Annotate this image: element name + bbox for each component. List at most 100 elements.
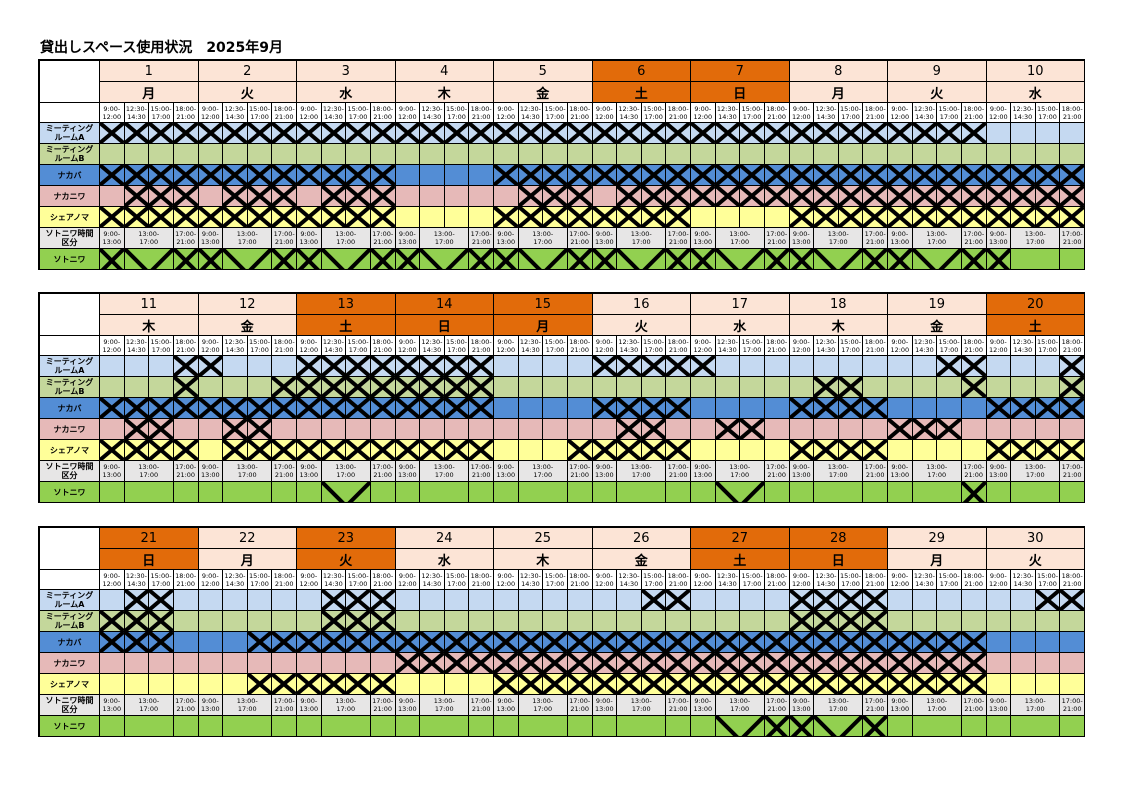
booked-slot-cell[interactable]: [789, 186, 815, 207]
free-slot-cell[interactable]: [346, 144, 371, 165]
booked-slot-cell[interactable]: [1060, 356, 1085, 377]
free-slot-cell[interactable]: [297, 186, 322, 207]
free-slot-cell[interactable]: [100, 186, 125, 207]
free-slot-cell[interactable]: [1035, 377, 1061, 398]
booked-slot-cell[interactable]: [912, 632, 938, 653]
booked-slot-cell[interactable]: [297, 207, 322, 228]
free-slot-cell[interactable]: [888, 144, 913, 165]
booked-slot-cell[interactable]: [863, 674, 888, 695]
sotoniwa-free-cell[interactable]: [1011, 716, 1061, 737]
free-slot-cell[interactable]: [1035, 123, 1061, 144]
booked-slot-cell[interactable]: [888, 165, 913, 186]
booked-slot-cell[interactable]: [764, 165, 790, 186]
booked-slot-cell[interactable]: [617, 123, 642, 144]
free-slot-cell[interactable]: [1011, 356, 1036, 377]
booked-slot-cell[interactable]: [814, 123, 839, 144]
booked-slot-cell[interactable]: [272, 165, 297, 186]
booked-slot-cell[interactable]: [937, 186, 962, 207]
booked-slot-cell[interactable]: [789, 674, 815, 695]
booked-slot-cell[interactable]: [198, 123, 224, 144]
free-slot-cell[interactable]: [173, 632, 199, 653]
free-slot-cell[interactable]: [567, 377, 593, 398]
booked-slot-cell[interactable]: [814, 653, 839, 674]
booked-slot-cell[interactable]: [124, 207, 150, 228]
free-slot-cell[interactable]: [198, 440, 224, 461]
free-slot-cell[interactable]: [986, 419, 1012, 440]
booked-slot-cell[interactable]: [346, 207, 371, 228]
sotoniwa-booked-cell[interactable]: [888, 249, 913, 270]
booked-slot-cell[interactable]: [666, 674, 691, 695]
booked-slot-cell[interactable]: [912, 653, 938, 674]
sotoniwa-booked-cell[interactable]: [863, 716, 888, 737]
sotoniwa-free-cell[interactable]: [395, 716, 421, 737]
booked-slot-cell[interactable]: [124, 632, 150, 653]
free-slot-cell[interactable]: [789, 356, 815, 377]
booked-slot-cell[interactable]: [691, 674, 716, 695]
free-slot-cell[interactable]: [494, 419, 519, 440]
booked-slot-cell[interactable]: [863, 186, 888, 207]
free-slot-cell[interactable]: [961, 398, 987, 419]
booked-slot-cell[interactable]: [124, 611, 150, 632]
booked-slot-cell[interactable]: [764, 653, 790, 674]
sotoniwa-free-cell[interactable]: [223, 716, 273, 737]
sotoniwa-booked-cell[interactable]: [223, 249, 273, 270]
booked-slot-cell[interactable]: [986, 440, 1012, 461]
booked-slot-cell[interactable]: [346, 440, 371, 461]
booked-slot-cell[interactable]: [173, 440, 199, 461]
free-slot-cell[interactable]: [814, 419, 839, 440]
booked-slot-cell[interactable]: [370, 377, 396, 398]
booked-slot-cell[interactable]: [543, 674, 568, 695]
free-slot-cell[interactable]: [494, 144, 519, 165]
free-slot-cell[interactable]: [764, 611, 790, 632]
booked-slot-cell[interactable]: [518, 207, 544, 228]
free-slot-cell[interactable]: [518, 590, 544, 611]
sotoniwa-free-cell[interactable]: [469, 716, 494, 737]
free-slot-cell[interactable]: [715, 377, 741, 398]
sotoniwa-free-cell[interactable]: [321, 716, 371, 737]
booked-slot-cell[interactable]: [494, 165, 519, 186]
booked-slot-cell[interactable]: [592, 398, 618, 419]
booked-slot-cell[interactable]: [469, 398, 494, 419]
free-slot-cell[interactable]: [518, 144, 544, 165]
free-slot-cell[interactable]: [691, 611, 716, 632]
booked-slot-cell[interactable]: [124, 398, 150, 419]
booked-slot-cell[interactable]: [124, 419, 150, 440]
booked-slot-cell[interactable]: [863, 398, 888, 419]
booked-slot-cell[interactable]: [912, 123, 938, 144]
booked-slot-cell[interactable]: [764, 123, 790, 144]
booked-slot-cell[interactable]: [272, 377, 297, 398]
booked-slot-cell[interactable]: [346, 186, 371, 207]
free-slot-cell[interactable]: [395, 186, 421, 207]
sotoniwa-free-cell[interactable]: [100, 482, 125, 503]
booked-slot-cell[interactable]: [1011, 398, 1036, 419]
booked-slot-cell[interactable]: [592, 356, 618, 377]
free-slot-cell[interactable]: [1035, 653, 1061, 674]
booked-slot-cell[interactable]: [395, 123, 421, 144]
booked-slot-cell[interactable]: [321, 398, 347, 419]
booked-slot-cell[interactable]: [494, 653, 519, 674]
free-slot-cell[interactable]: [641, 144, 667, 165]
booked-slot-cell[interactable]: [789, 653, 815, 674]
booked-slot-cell[interactable]: [124, 590, 150, 611]
booked-slot-cell[interactable]: [937, 653, 962, 674]
booked-slot-cell[interactable]: [247, 165, 273, 186]
sotoniwa-free-cell[interactable]: [863, 482, 888, 503]
booked-slot-cell[interactable]: [149, 165, 174, 186]
booked-slot-cell[interactable]: [961, 653, 987, 674]
booked-slot-cell[interactable]: [149, 419, 174, 440]
free-slot-cell[interactable]: [715, 144, 741, 165]
booked-slot-cell[interactable]: [838, 440, 864, 461]
sotoniwa-free-cell[interactable]: [1011, 249, 1061, 270]
free-slot-cell[interactable]: [666, 611, 691, 632]
sotoniwa-free-cell[interactable]: [592, 716, 618, 737]
booked-slot-cell[interactable]: [494, 207, 519, 228]
free-slot-cell[interactable]: [937, 440, 962, 461]
booked-slot-cell[interactable]: [124, 440, 150, 461]
booked-slot-cell[interactable]: [1060, 186, 1085, 207]
booked-slot-cell[interactable]: [912, 419, 938, 440]
booked-slot-cell[interactable]: [715, 123, 741, 144]
booked-slot-cell[interactable]: [223, 419, 248, 440]
booked-slot-cell[interactable]: [420, 440, 445, 461]
free-slot-cell[interactable]: [469, 165, 494, 186]
sotoniwa-booked-cell[interactable]: [518, 249, 568, 270]
